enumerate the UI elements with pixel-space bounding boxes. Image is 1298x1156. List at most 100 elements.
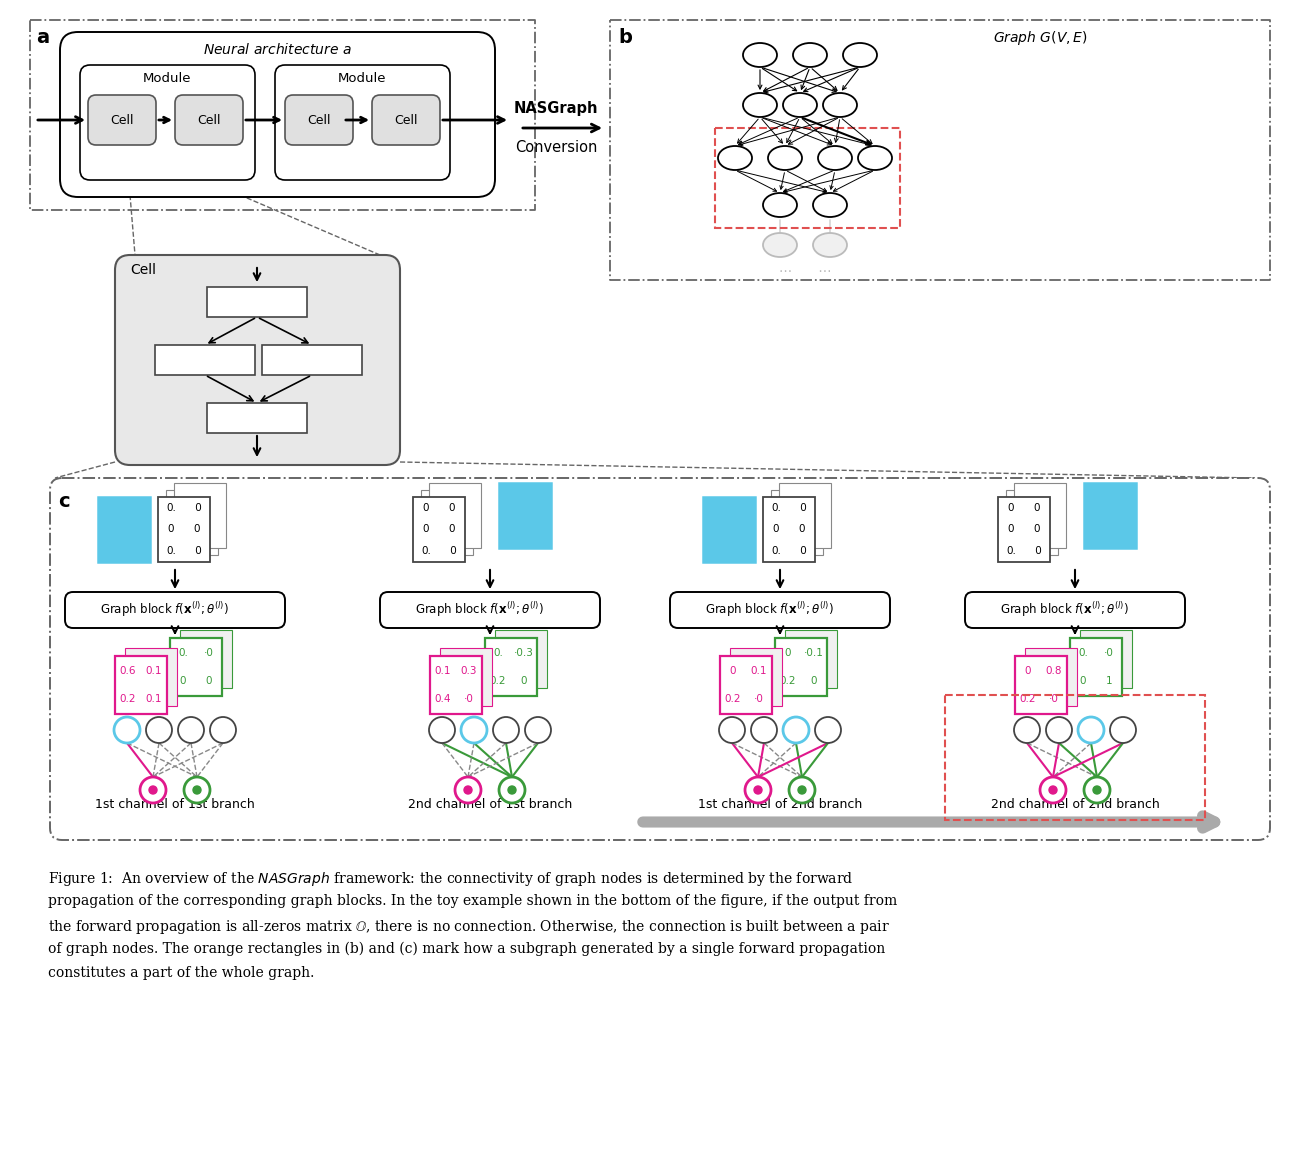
Ellipse shape [763, 193, 797, 217]
Bar [763, 497, 815, 562]
Text: 1: 1 [739, 525, 745, 534]
Text: 0.: 0. [166, 503, 177, 513]
Text: 1st channel of 2nd branch: 1st channel of 2nd branch [698, 799, 862, 812]
Text: Module: Module [337, 72, 387, 84]
Text: 1: 1 [134, 546, 140, 556]
Circle shape [1040, 777, 1066, 803]
Text: 1: 1 [713, 546, 719, 556]
Bar [174, 483, 226, 548]
Text: of graph nodes. The orange rectangles in (b) and (c) mark how a subgraph generat: of graph nodes. The orange rectangles in… [48, 942, 885, 956]
Text: 0: 0 [797, 503, 807, 513]
FancyBboxPatch shape [88, 95, 156, 144]
Text: Cell: Cell [110, 113, 134, 126]
Text: Graph block: Graph block [169, 354, 240, 366]
Text: 0: 0 [167, 525, 174, 534]
Text: 1: 1 [1106, 676, 1112, 687]
Text: the forward propagation is all-zeros matrix $\mathbb{O}$, there is no connection: the forward propagation is all-zeros mat… [48, 918, 890, 936]
Text: Graph $G(V, E)$: Graph $G(V, E)$ [993, 29, 1088, 47]
Text: 2nd channel of 2nd branch: 2nd channel of 2nd branch [990, 799, 1159, 812]
Circle shape [1014, 717, 1040, 743]
FancyBboxPatch shape [80, 65, 254, 180]
Text: 0: 0 [798, 525, 805, 534]
Bar [206, 287, 308, 317]
FancyBboxPatch shape [275, 65, 450, 180]
Text: 0.: 0. [166, 546, 177, 556]
Text: 0: 0 [811, 676, 818, 687]
Text: 0.: 0. [493, 647, 502, 658]
Circle shape [1046, 717, 1072, 743]
Bar [1006, 490, 1058, 555]
Circle shape [719, 717, 745, 743]
Ellipse shape [818, 146, 851, 170]
Text: Figure 1:  An overview of the $\mathit{NASGraph}$ framework: the connectivity of: Figure 1: An overview of the $\mathit{NA… [48, 870, 853, 888]
Text: 0: 0 [193, 525, 200, 534]
Text: 2nd channel of 1st branch: 2nd channel of 1st branch [408, 799, 572, 812]
Text: 0: 0 [206, 676, 213, 687]
Text: 0: 0 [785, 647, 792, 658]
Text: 0.2: 0.2 [724, 695, 741, 704]
Text: 1: 1 [108, 525, 114, 534]
Text: 1: 1 [1119, 511, 1127, 520]
Text: 0.8: 0.8 [1046, 666, 1062, 675]
Text: 0.1: 0.1 [145, 695, 162, 704]
Bar [206, 403, 308, 434]
Circle shape [1079, 717, 1105, 743]
Bar [715, 128, 900, 228]
Circle shape [783, 717, 809, 743]
Text: 0.2: 0.2 [119, 695, 136, 704]
Text: Cell: Cell [395, 113, 418, 126]
Circle shape [524, 717, 550, 743]
Bar [413, 497, 465, 562]
Text: 0: 0 [192, 503, 202, 513]
Text: 0.: 0. [771, 503, 781, 513]
Circle shape [789, 777, 815, 803]
Text: ·0: ·0 [754, 695, 765, 704]
Circle shape [463, 786, 472, 794]
Bar [154, 344, 254, 375]
Bar [158, 497, 210, 562]
Text: 1: 1 [108, 503, 114, 513]
Text: Graph block $f(\mathbf{x}^{(l)};\theta^{(l)})$: Graph block $f(\mathbf{x}^{(l)};\theta^{… [1001, 601, 1129, 620]
Text: 1: 1 [1093, 511, 1101, 520]
Bar [775, 638, 827, 696]
Bar [495, 630, 546, 688]
Bar [785, 630, 837, 688]
Circle shape [1110, 717, 1136, 743]
Ellipse shape [742, 43, 778, 67]
Text: 0.: 0. [1079, 647, 1088, 658]
Bar [771, 490, 823, 555]
Text: Graph block: Graph block [276, 354, 348, 366]
Text: 0: 0 [449, 503, 456, 513]
Text: 0.1: 0.1 [435, 666, 452, 675]
Text: 1: 1 [509, 511, 515, 520]
Text: Graph block $f(\mathbf{x}^{(l)};\theta^{(l)})$: Graph block $f(\mathbf{x}^{(l)};\theta^{… [415, 601, 545, 620]
FancyBboxPatch shape [670, 592, 890, 628]
Bar [1080, 630, 1132, 688]
Text: 1: 1 [1119, 489, 1127, 499]
Circle shape [498, 777, 524, 803]
Bar [99, 497, 151, 562]
Ellipse shape [813, 234, 848, 257]
Text: Graph block: Graph block [222, 296, 292, 309]
Bar [1025, 649, 1077, 706]
Text: 0.: 0. [178, 647, 188, 658]
FancyBboxPatch shape [286, 95, 353, 144]
FancyBboxPatch shape [373, 95, 440, 144]
Text: Graph block $f(\mathbf{x}^{(l)};\theta^{(l)})$: Graph block $f(\mathbf{x}^{(l)};\theta^{… [705, 601, 835, 620]
Text: 0: 0 [1024, 666, 1031, 675]
Bar [945, 695, 1205, 820]
Bar [262, 344, 362, 375]
Circle shape [149, 786, 157, 794]
Text: 0: 0 [1080, 676, 1086, 687]
Bar [180, 630, 232, 688]
Text: 1st channel of 1st branch: 1st channel of 1st branch [95, 799, 254, 812]
Bar [1014, 483, 1066, 548]
Text: 1: 1 [108, 546, 114, 556]
Ellipse shape [718, 146, 752, 170]
Circle shape [114, 717, 140, 743]
Text: 0.3: 0.3 [461, 666, 478, 675]
Text: 0.2: 0.2 [780, 676, 796, 687]
Text: 0: 0 [1007, 525, 1014, 534]
Bar [430, 483, 482, 548]
Ellipse shape [793, 43, 827, 67]
